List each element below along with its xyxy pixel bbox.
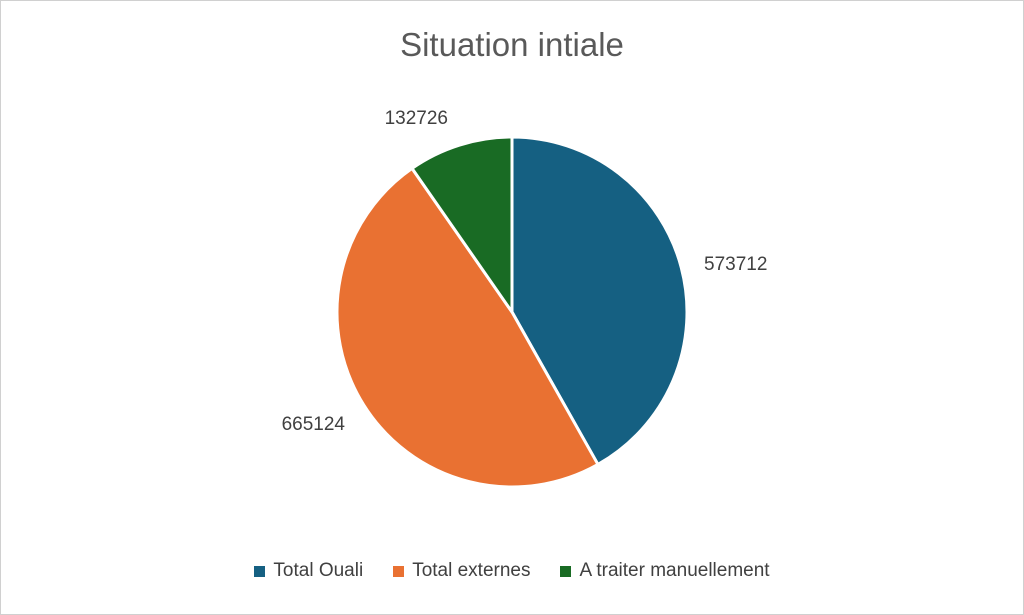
data-label-1: 573712 (704, 254, 767, 275)
legend-label: Total Ouali (273, 560, 364, 581)
legend-label: Total externes (412, 560, 531, 581)
legend-item: A traiter manuellement (560, 560, 770, 582)
legend-item: Total Ouali (254, 560, 363, 582)
chart-legend: Total Ouali Total externes A traiter manue… (0, 560, 1024, 582)
pie-slice-2 (335, 166, 600, 489)
legend-swatch (254, 565, 266, 577)
legend-swatch (393, 565, 405, 577)
legend-swatch (560, 565, 572, 577)
legend-label: A traiter manuellement (579, 560, 770, 581)
data-label-2: 665124 (282, 414, 346, 435)
pie-slice-1 (510, 135, 689, 466)
legend-item: Total externes (393, 560, 530, 582)
chart-title: Situation intiale (400, 26, 624, 63)
pie-slice-3 (410, 135, 514, 314)
data-label-3: 132726 (385, 108, 448, 129)
